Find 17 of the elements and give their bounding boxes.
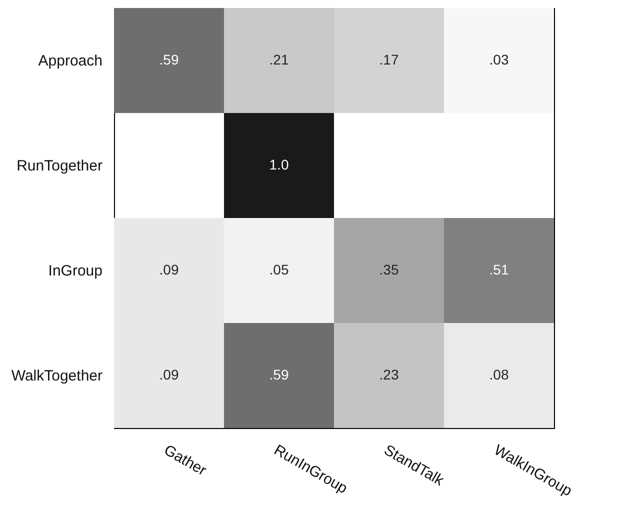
- data-label: .35: [379, 262, 399, 278]
- data-label: .17: [379, 52, 399, 68]
- data-label: .03: [489, 52, 509, 68]
- data-label: .59: [269, 366, 289, 382]
- data-label: .09: [159, 366, 179, 382]
- data-label: 1.0: [269, 156, 289, 172]
- data-label: .05: [269, 262, 289, 278]
- y-tick-label: InGroup: [48, 262, 102, 280]
- data-label: .23: [379, 366, 399, 382]
- y-tick-label: WalkTogether: [11, 368, 102, 384]
- data-label: .51: [489, 262, 509, 278]
- data-label: .59: [159, 52, 179, 68]
- y-tick-label: RunTogether: [16, 158, 102, 174]
- data-label: .08: [489, 366, 509, 382]
- y-tick-label: Approach: [38, 52, 102, 70]
- data-label: .21: [269, 52, 289, 68]
- data-label: .09: [159, 262, 179, 278]
